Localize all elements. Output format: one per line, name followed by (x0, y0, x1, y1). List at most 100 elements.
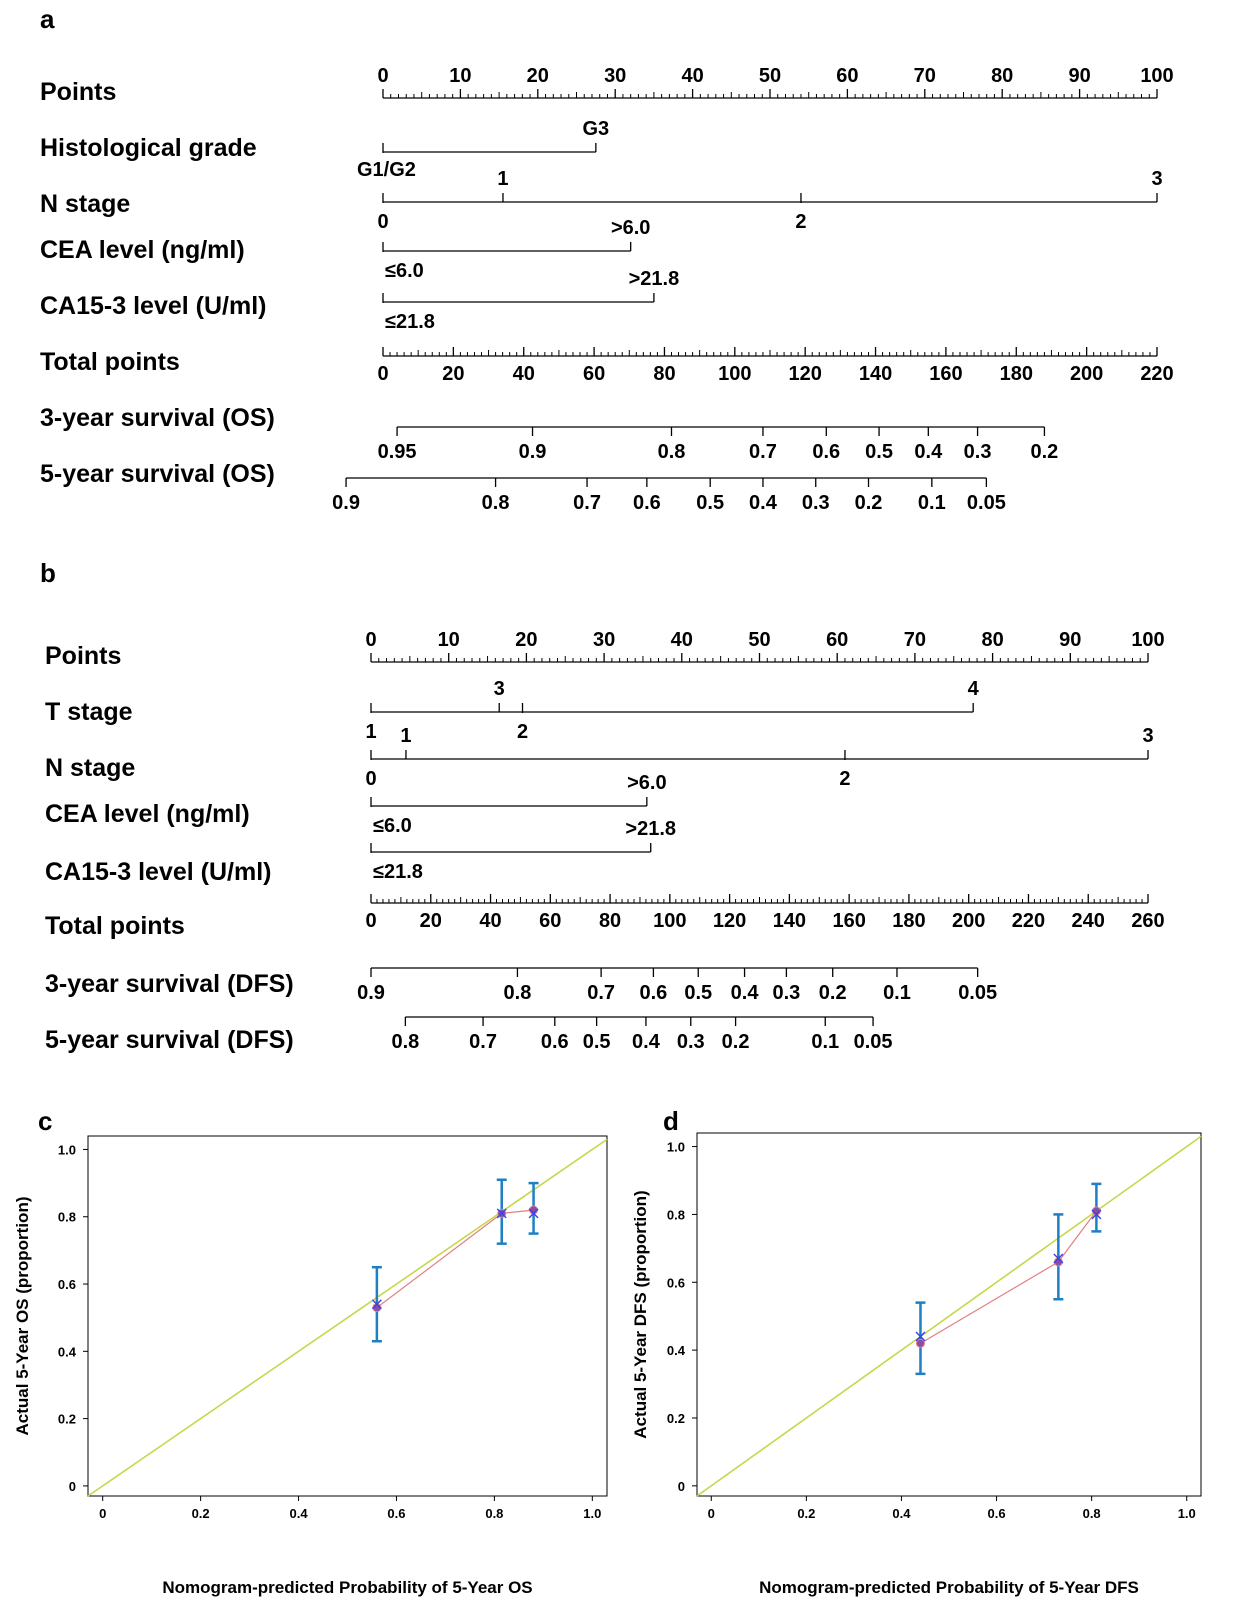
tick-label: 80 (991, 65, 1013, 87)
y-tick-label: 0 (678, 1479, 685, 1494)
x-tick-label: 0.6 (988, 1506, 1006, 1521)
observed-point (915, 1338, 925, 1348)
tick-label: 10 (438, 629, 460, 651)
x-tick-label: 0.2 (192, 1506, 210, 1521)
row-label-t-stage: T stage (45, 698, 133, 726)
x-tick-label: 0 (99, 1506, 106, 1521)
tick-label: 60 (826, 629, 848, 651)
row-label-total-points: Total points (45, 912, 185, 940)
x-tick-label: 0.4 (892, 1506, 911, 1521)
tick-label: 10 (449, 65, 471, 87)
tick-label: 0 (365, 629, 376, 651)
y-tick-label: 0.4 (58, 1344, 77, 1359)
tick-label: 40 (681, 65, 703, 87)
tick-label: 200 (1070, 363, 1103, 385)
tick-label: 100 (1140, 65, 1173, 87)
level-label: >6.0 (627, 772, 666, 794)
calibration-panel-c: 0 0.2 0.4 0.6 0.8 1.0 0 0.2 0.4 0.6 0.8 1.0 Nomogram… (13, 1135, 608, 1597)
row-label-3-year-survival-dfs: 3-year survival (DFS) (45, 970, 294, 998)
ideal-line (696, 1135, 1202, 1497)
tick-label: 0 (377, 363, 388, 385)
tick-label: 240 (1072, 910, 1105, 932)
prob-tick-label: 0.4 (749, 492, 778, 514)
level-label: >21.8 (629, 268, 680, 290)
x-axis-label: Nomogram-predicted Probability of 5-Year… (759, 1578, 1139, 1597)
prob-tick-label: 0.3 (772, 982, 800, 1004)
plot-frame (696, 1132, 1202, 1497)
row-label-n-stage: N stage (45, 754, 135, 782)
tick-label: 100 (718, 363, 751, 385)
tick-label: 180 (892, 910, 925, 932)
tick-label: 160 (832, 910, 865, 932)
x-tick-label: 1.0 (583, 1506, 601, 1521)
tick-label: 0 (377, 65, 388, 87)
panel-letter-c: c (38, 1106, 52, 1136)
prob-tick-label: 0.1 (811, 1031, 839, 1053)
prob-tick-label: 0.95 (378, 441, 417, 463)
row-label-ca15-3-level-u-ml: CA15-3 level (U/ml) (40, 292, 266, 320)
corrected-point (915, 1331, 926, 1342)
tick-label: 60 (836, 65, 858, 87)
prob-tick-label: 0.7 (573, 492, 601, 514)
panel-letter-a: a (40, 4, 55, 34)
prob-tick-label: 0.2 (855, 492, 883, 514)
prob-tick-label: 0.8 (504, 982, 532, 1004)
corrected-point (496, 1208, 507, 1219)
tick-label: 40 (671, 629, 693, 651)
row-label-ca15-3-level-u-ml: CA15-3 level (U/ml) (45, 858, 271, 886)
level-label: 2 (795, 211, 806, 233)
tick-label: 20 (527, 65, 549, 87)
prob-tick-label: 0.3 (964, 441, 992, 463)
panel-letter-d: d (663, 1106, 679, 1136)
tick-label: 120 (713, 910, 746, 932)
level-label: ≤6.0 (373, 815, 412, 837)
tick-label: 80 (653, 363, 675, 385)
level-label: 4 (968, 678, 980, 700)
corrected-point (1053, 1253, 1064, 1264)
y-tick-label: 1.0 (58, 1142, 76, 1157)
prob-tick-label: 0.05 (958, 982, 997, 1004)
level-label: 0 (365, 768, 376, 790)
tick-label: 0 (365, 910, 376, 932)
prob-tick-label: 0.9 (357, 982, 385, 1004)
prob-tick-label: 0.5 (696, 492, 724, 514)
x-tick-label: 0.6 (387, 1506, 405, 1521)
tick-label: 20 (442, 363, 464, 385)
panel-letter-b: b (40, 558, 56, 588)
tick-label: 20 (515, 629, 537, 651)
tick-label: 40 (513, 363, 535, 385)
prob-tick-label: 0.5 (583, 1031, 611, 1053)
tick-label: 60 (583, 363, 605, 385)
tick-label: 30 (604, 65, 626, 87)
tick-label: 140 (773, 910, 806, 932)
tick-label: 20 (420, 910, 442, 932)
tick-label: 60 (539, 910, 561, 932)
prob-tick-label: 0.6 (640, 982, 668, 1004)
prob-tick-label: 0.4 (632, 1031, 661, 1053)
level-label: >21.8 (625, 818, 676, 840)
level-label: 1 (365, 721, 376, 743)
prob-tick-label: 0.3 (802, 492, 830, 514)
prob-tick-label: 0.7 (749, 441, 777, 463)
row-label-5-year-survival-dfs: 5-year survival (DFS) (45, 1026, 294, 1054)
y-axis-label: Actual 5-Year OS (proportion) (13, 1197, 32, 1436)
prob-tick-label: 0.9 (332, 492, 360, 514)
tick-label: 50 (748, 629, 770, 651)
level-label: 2 (517, 721, 528, 743)
tick-label: 80 (981, 629, 1003, 651)
tick-label: 30 (593, 629, 615, 651)
prob-tick-label: 0.2 (819, 982, 847, 1004)
tick-label: 120 (788, 363, 821, 385)
prob-tick-label: 0.4 (731, 982, 760, 1004)
prob-tick-label: 0.1 (918, 492, 946, 514)
level-label: >6.0 (611, 217, 650, 239)
row-label-n-stage: N stage (40, 190, 130, 218)
level-label: G3 (583, 118, 610, 140)
tick-label: 80 (599, 910, 621, 932)
y-tick-label: 0.2 (667, 1411, 685, 1426)
row-label-total-points: Total points (40, 348, 180, 376)
corrected-point (528, 1208, 539, 1219)
